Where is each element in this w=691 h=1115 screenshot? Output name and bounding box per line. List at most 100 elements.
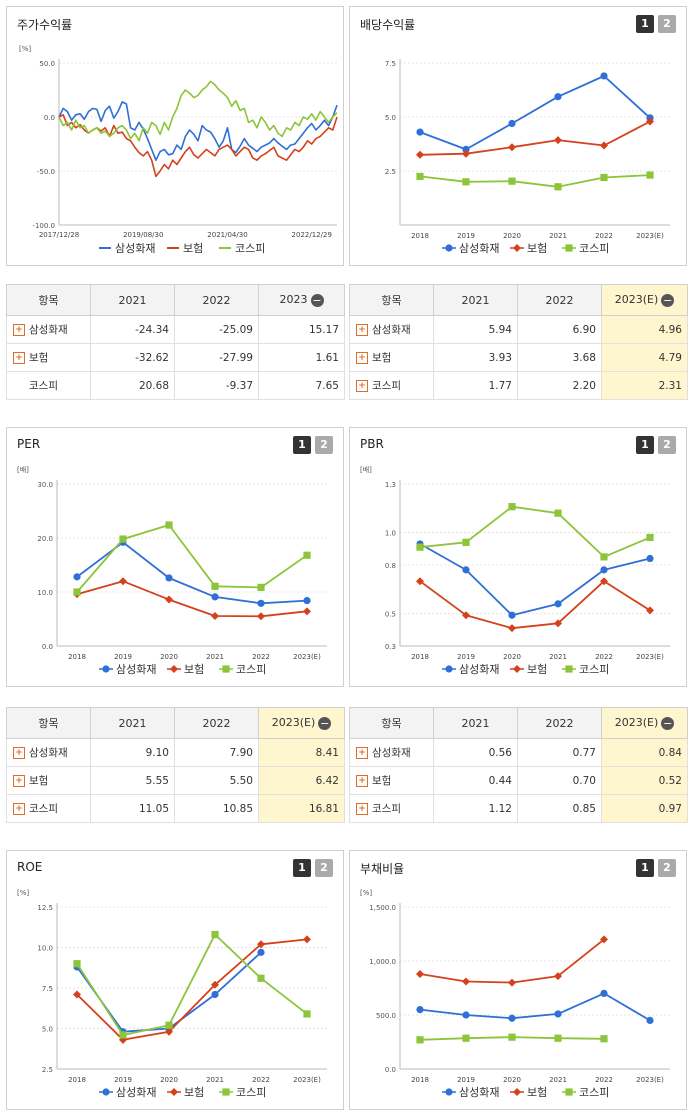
series-line-kospi [58,80,338,142]
expand-plus-icon[interactable]: + [13,352,25,364]
legend-marker [513,244,521,252]
x-tick-label: 2018 [411,1076,429,1084]
row-name-label: 보험 [372,775,392,787]
collapse-icon[interactable]: − [318,716,332,730]
data-point-kospi [119,1031,127,1039]
expand-plus-icon[interactable]: + [356,775,368,787]
view-1-button[interactable]: 1 [293,436,311,454]
y-tick-label: 50.0 [39,60,55,68]
expand-plus-icon[interactable]: + [356,747,368,759]
x-tick-label: 2021 [549,232,567,240]
data-point-insurance [646,117,654,126]
value-cell: 20.68 [90,371,175,400]
data-point-insurance [462,611,470,620]
y-unit-label: [배] [360,465,372,474]
legend-marker [565,244,573,252]
row-name-cell: 코스피 [6,371,91,400]
view-1-button[interactable]: 1 [293,859,311,877]
expand-plus-icon[interactable]: + [356,380,368,392]
data-point-samsung [416,128,424,136]
data-point-insurance [303,935,311,944]
series-line-samsung [419,75,651,151]
data-point-kospi [600,173,608,182]
view-1-button[interactable]: 1 [636,15,654,33]
row-name-cell: + 코스피 [349,371,434,400]
data-point-kospi [303,1010,311,1018]
column-header: 항목 [349,284,434,316]
legend-label-kospi: 코스피 [579,1086,609,1099]
legend-label-kospi: 코스피 [236,663,266,676]
value-cell: 0.44 [433,766,518,795]
y-tick-label: 0.0 [42,643,53,651]
view-2-button[interactable]: 2 [658,436,676,454]
row-name-cell: + 삼성화재 [349,738,434,767]
data-point-samsung [600,566,608,574]
view-1-button[interactable]: 1 [636,859,654,877]
expand-plus-icon[interactable]: + [13,324,25,336]
collapse-icon[interactable]: − [661,293,675,307]
value-cell: 0.70 [517,766,602,795]
column-header: 2021 [90,284,175,316]
view-2-button[interactable]: 2 [315,436,333,454]
expand-plus-icon[interactable]: + [13,747,25,759]
x-tick-label: 2019 [457,1076,475,1084]
y-tick-label: -100.0 [32,222,55,230]
data-point-kospi [462,538,470,546]
series-line-insurance [76,580,308,618]
expand-plus-icon[interactable]: + [356,803,368,815]
column-header: 2022 [517,707,602,739]
data-point-samsung [508,611,516,619]
row-name-label: 보험 [29,775,49,787]
per-table: 항목 2021 2022 2023(E) − + 삼성화재 9.10 7.90 8.41 + 보험 5.… [6,707,345,823]
view-2-button[interactable]: 2 [658,859,676,877]
legend-marker [222,1088,230,1096]
view-2-button[interactable]: 2 [315,859,333,877]
collapse-icon[interactable]: − [310,293,324,307]
row-name-cell: + 삼성화재 [6,315,91,344]
column-header-label: 2023 [279,293,308,307]
data-point-kospi [119,535,127,543]
table-row: + 보험 5.55 5.50 6.42 [6,766,345,795]
panel-title: 부채비율 [360,862,405,876]
value-cell: 11.05 [90,794,175,823]
expand-plus-icon[interactable]: + [356,352,368,364]
x-tick-label: 2020 [503,1076,521,1084]
data-point-samsung [600,72,608,80]
dividend-panel: 배당수익률 1 2 2.5 5.0 7.5 2018 2019 2020 2021 2022 2… [349,6,687,266]
expand-plus-icon[interactable]: + [13,803,25,815]
collapse-icon[interactable]: − [661,716,675,730]
y-unit-label: [%] [19,45,31,53]
row-name-cell: + 삼성화재 [6,738,91,767]
y-tick-label: 0.8 [385,562,396,570]
view-1-button[interactable]: 1 [636,436,654,454]
y-tick-label: 0.3 [385,643,396,651]
value-cell: -27.99 [174,343,259,372]
x-tick-label: 2019 [457,232,475,240]
column-header-label: 2021 [118,716,147,730]
view-2-button[interactable]: 2 [658,15,676,33]
series-line-kospi [419,505,651,558]
y-tick-label: 1.0 [385,530,396,538]
data-point-insurance [73,990,81,999]
column-header: 2021 [90,707,175,739]
legend-marker [565,1088,573,1096]
x-tick-label: 2023(E) [293,1076,321,1084]
x-tick-label: 2018 [68,1076,86,1084]
data-point-samsung [211,990,219,999]
value-cell: 4.96 [601,315,688,344]
data-point-kospi [508,177,516,185]
legend-marker [170,665,178,673]
x-tick-label: 2018 [411,232,429,240]
x-tick-label: 2022 [595,232,613,240]
expand-plus-icon[interactable]: + [13,775,25,787]
y-tick-label: 1,500.0 [369,904,396,912]
x-tick-label: 2022 [595,1076,613,1084]
pbr-chart: [배] 0.3 0.5 0.8 1.0 1.3 2018 2019 2020 2021 2022 20… [360,465,670,676]
data-point-insurance [119,1035,127,1044]
data-point-kospi [416,543,424,551]
expand-plus-icon[interactable]: + [356,324,368,336]
x-tick-label: 2019 [457,653,475,661]
row-name-label: 코스피 [29,803,58,815]
value-cell: 7.65 [258,371,345,400]
value-cell: 1.77 [433,371,518,400]
